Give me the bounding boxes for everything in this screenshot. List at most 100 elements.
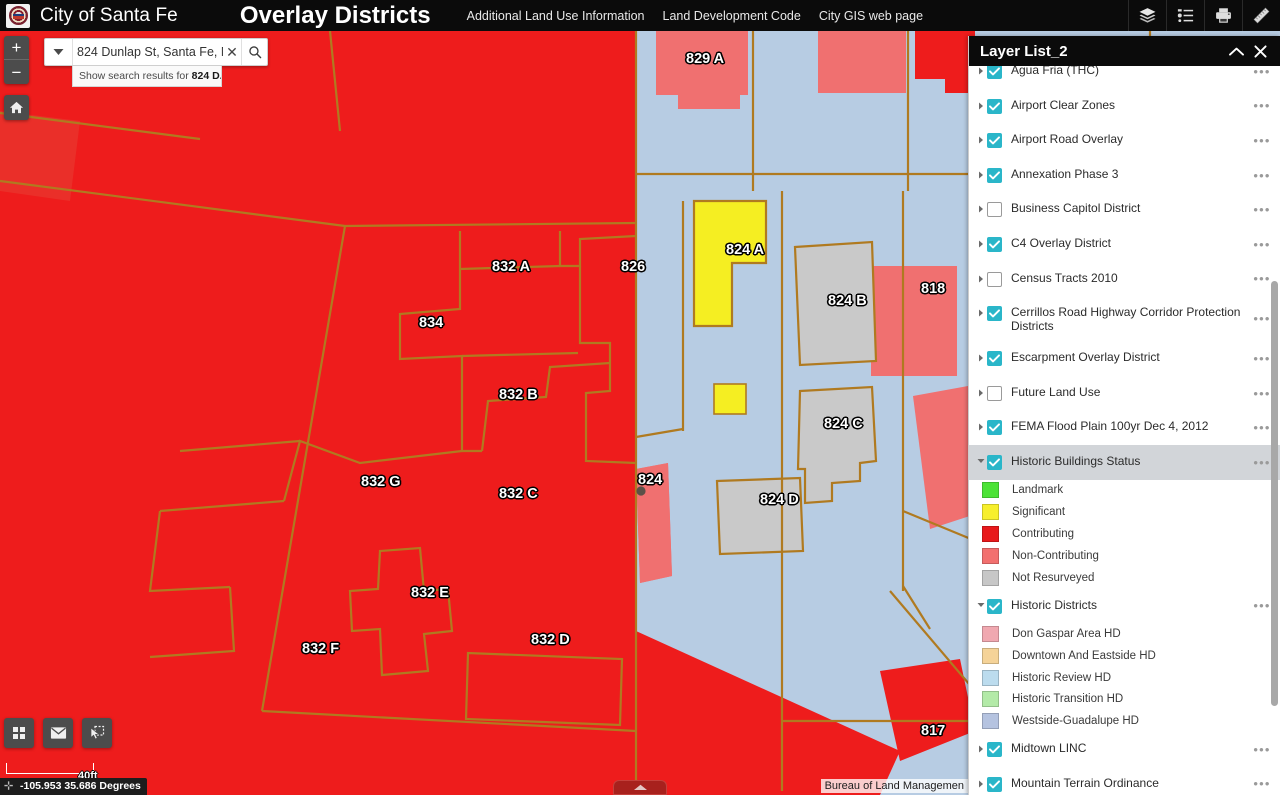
ellipsis-icon[interactable]: ••• bbox=[1253, 236, 1271, 252]
ellipsis-icon[interactable]: ••• bbox=[1253, 271, 1271, 287]
layer-name-label[interactable]: Future Land Use bbox=[1011, 384, 1101, 399]
chevron-right-icon[interactable] bbox=[975, 66, 987, 77]
layer-name-label[interactable]: Midtown LINC bbox=[1011, 741, 1087, 756]
layer-name-label[interactable]: FEMA Flood Plain 100yr Dec 4, 2012 bbox=[1011, 419, 1209, 434]
chevron-down-icon[interactable] bbox=[975, 589, 987, 610]
coordinate-readout[interactable]: ⊹ -105.953 35.686 Degrees bbox=[0, 778, 147, 795]
layer-visibility-checkbox[interactable] bbox=[987, 385, 1002, 401]
layer-visibility-checkbox[interactable] bbox=[987, 420, 1002, 436]
ellipsis-icon[interactable]: ••• bbox=[1253, 776, 1271, 792]
search-input[interactable] bbox=[73, 39, 225, 65]
chevron-down-icon[interactable] bbox=[975, 445, 987, 466]
ellipsis-icon[interactable]: ••• bbox=[1253, 454, 1271, 470]
layer-name-label[interactable]: Historic Buildings Status bbox=[1011, 453, 1141, 468]
layer-row[interactable]: Escarpment Overlay District ••• bbox=[969, 341, 1280, 376]
layer-row[interactable]: Midtown LINC ••• bbox=[969, 732, 1280, 767]
layer-visibility-checkbox[interactable] bbox=[987, 598, 1002, 614]
search-suggestion-item[interactable]: Show search results for 824 D... bbox=[72, 66, 222, 87]
layer-name-label[interactable]: Census Tracts 2010 bbox=[1011, 270, 1118, 285]
layer-visibility-checkbox[interactable] bbox=[987, 98, 1002, 114]
layer-name-label[interactable]: Airport Road Overlay bbox=[1011, 132, 1124, 147]
ellipsis-icon[interactable]: ••• bbox=[1253, 66, 1271, 79]
ellipsis-icon[interactable]: ••• bbox=[1253, 311, 1271, 327]
zoom-control[interactable]: + − bbox=[4, 36, 29, 84]
layer-visibility-checkbox[interactable] bbox=[987, 133, 1002, 149]
chevron-right-icon[interactable] bbox=[975, 158, 987, 181]
bottom-panel-toggle[interactable] bbox=[613, 780, 667, 795]
ellipsis-icon[interactable]: ••• bbox=[1253, 350, 1271, 366]
ellipsis-icon[interactable]: ••• bbox=[1253, 741, 1271, 757]
panel-scrollbar-thumb[interactable] bbox=[1271, 281, 1278, 706]
ellipsis-icon[interactable]: ••• bbox=[1253, 167, 1271, 183]
ellipsis-icon[interactable]: ••• bbox=[1253, 598, 1271, 614]
link-city-gis-web-page[interactable]: City GIS web page bbox=[818, 8, 924, 23]
measure-button[interactable] bbox=[1242, 0, 1280, 31]
search-source-dropdown[interactable] bbox=[45, 39, 73, 65]
chevron-right-icon[interactable] bbox=[975, 262, 987, 285]
layer-row[interactable]: Airport Road Overlay ••• bbox=[969, 123, 1280, 158]
clear-search-button[interactable]: ✕ bbox=[226, 43, 238, 60]
layer-visibility-checkbox[interactable] bbox=[987, 66, 1002, 79]
layer-row[interactable]: Future Land Use ••• bbox=[969, 376, 1280, 411]
layer-row[interactable]: Historic Districts ••• bbox=[969, 589, 1280, 624]
layer-row[interactable]: FEMA Flood Plain 100yr Dec 4, 2012 ••• bbox=[969, 410, 1280, 445]
layer-visibility-checkbox[interactable] bbox=[987, 742, 1002, 758]
layer-name-label[interactable]: Mountain Terrain Ordinance bbox=[1011, 775, 1159, 790]
layer-name-label[interactable]: Airport Clear Zones bbox=[1011, 97, 1116, 112]
layer-list-scroll-area[interactable]: Agua Fria (THC) ••• Airport Clear Zones •••… bbox=[969, 66, 1280, 795]
chevron-right-icon[interactable] bbox=[975, 376, 987, 399]
ellipsis-icon[interactable]: ••• bbox=[1253, 202, 1271, 218]
zoom-in-button[interactable]: + bbox=[4, 36, 29, 60]
layer-row[interactable]: Census Tracts 2010 ••• bbox=[969, 262, 1280, 297]
layer-row[interactable]: Airport Clear Zones ••• bbox=[969, 89, 1280, 124]
ellipsis-icon[interactable]: ••• bbox=[1253, 420, 1271, 436]
chevron-right-icon[interactable] bbox=[975, 123, 987, 146]
layer-name-label[interactable]: Business Capitol District bbox=[1011, 201, 1141, 216]
print-button[interactable] bbox=[1204, 0, 1242, 31]
layer-visibility-checkbox[interactable] bbox=[987, 202, 1002, 218]
panel-collapse-button[interactable] bbox=[1224, 39, 1248, 63]
home-button[interactable] bbox=[4, 95, 29, 120]
layer-visibility-checkbox[interactable] bbox=[987, 454, 1002, 470]
ellipsis-icon[interactable]: ••• bbox=[1253, 132, 1271, 148]
layer-name-label[interactable]: C4 Overlay District bbox=[1011, 235, 1112, 250]
layer-row[interactable]: Agua Fria (THC) ••• bbox=[969, 66, 1280, 89]
chevron-right-icon[interactable] bbox=[975, 732, 987, 755]
link-additional-land-use-information[interactable]: Additional Land Use Information bbox=[466, 8, 645, 23]
chevron-right-icon[interactable] bbox=[975, 227, 987, 250]
layer-row[interactable]: Business Capitol District ••• bbox=[969, 192, 1280, 227]
layer-name-label[interactable]: Historic Districts bbox=[1011, 597, 1097, 612]
chevron-right-icon[interactable] bbox=[975, 89, 987, 112]
layer-name-label[interactable]: Agua Fria (THC) bbox=[1011, 66, 1100, 77]
chevron-right-icon[interactable] bbox=[975, 341, 987, 364]
layer-row[interactable]: Historic Buildings Status ••• bbox=[969, 444, 1280, 480]
chevron-right-icon[interactable] bbox=[975, 767, 987, 790]
layer-visibility-checkbox[interactable] bbox=[987, 236, 1002, 252]
widget-grid-button[interactable] bbox=[4, 718, 34, 748]
layer-visibility-checkbox[interactable] bbox=[987, 167, 1002, 183]
chevron-right-icon[interactable] bbox=[975, 296, 987, 319]
layer-visibility-checkbox[interactable] bbox=[987, 306, 1002, 322]
panel-scrollbar[interactable] bbox=[1271, 66, 1279, 795]
layer-name-label[interactable]: Cerrillos Road Highway Corridor Protecti… bbox=[1011, 305, 1241, 334]
zoom-out-button[interactable]: − bbox=[11, 62, 22, 82]
search-submit-button[interactable] bbox=[241, 39, 267, 65]
legend-button[interactable] bbox=[1166, 0, 1204, 31]
search-box[interactable]: ✕ bbox=[44, 38, 268, 66]
layer-row[interactable]: Mountain Terrain Ordinance ••• bbox=[969, 767, 1280, 795]
chevron-right-icon[interactable] bbox=[975, 192, 987, 215]
layer-visibility-checkbox[interactable] bbox=[987, 776, 1002, 792]
ellipsis-icon[interactable]: ••• bbox=[1253, 385, 1271, 401]
layer-name-label[interactable]: Annexation Phase 3 bbox=[1011, 166, 1119, 181]
layer-visibility-checkbox[interactable] bbox=[987, 271, 1002, 287]
layer-row[interactable]: Annexation Phase 3 ••• bbox=[969, 158, 1280, 193]
link-land-development-code[interactable]: Land Development Code bbox=[662, 8, 801, 23]
basemap-gallery-button[interactable] bbox=[1128, 0, 1166, 31]
panel-close-button[interactable] bbox=[1248, 39, 1272, 63]
layer-row[interactable]: C4 Overlay District ••• bbox=[969, 227, 1280, 262]
chevron-right-icon[interactable] bbox=[975, 410, 987, 433]
select-tool-button[interactable] bbox=[82, 718, 112, 748]
layer-name-label[interactable]: Escarpment Overlay District bbox=[1011, 350, 1160, 365]
layer-row[interactable]: Cerrillos Road Highway Corridor Protecti… bbox=[969, 296, 1280, 341]
share-email-button[interactable] bbox=[43, 718, 73, 748]
